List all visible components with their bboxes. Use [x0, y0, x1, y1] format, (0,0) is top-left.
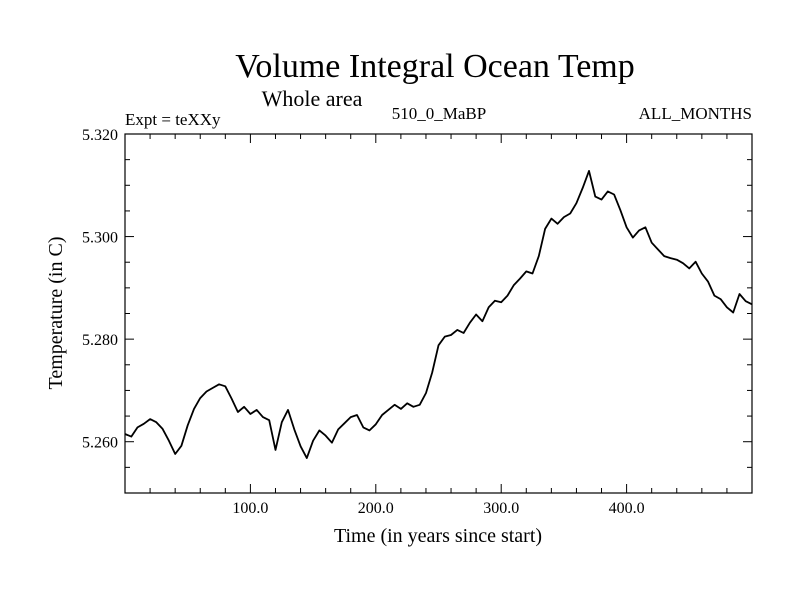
y-axis-label: Temperature (in C) [45, 237, 67, 390]
x-tick-label: 400.0 [609, 500, 645, 517]
chart-title: Volume Integral Ocean Temp [235, 48, 635, 85]
y-axis-tick-labels: 5.260 5.280 5.300 5.320 [82, 127, 118, 452]
plot-frame [124, 133, 753, 494]
months-label: ALL_MONTHS [639, 104, 752, 123]
y-tick-label: 5.320 [82, 127, 118, 144]
x-axis-label: Time (in years since start) [334, 525, 542, 547]
x-axis-tick-labels: 100.0 200.0 300.0 400.0 [232, 500, 644, 517]
y-axis-ticks [125, 159, 752, 468]
x-tick-label: 100.0 [232, 500, 268, 517]
x-axis-ticks [149, 134, 728, 493]
experiment-label: Expt = teXXy [125, 110, 221, 129]
series-line-ocean-temp [124, 170, 753, 459]
x-tick-label: 300.0 [483, 500, 519, 517]
y-tick-label: 5.280 [82, 332, 118, 349]
x-tick-label: 200.0 [358, 500, 394, 517]
y-tick-label: 5.300 [82, 230, 118, 247]
y-tick-label: 5.260 [82, 435, 118, 452]
chart-subtitle: Whole area [262, 86, 363, 111]
period-label: 510_0_MaBP [392, 104, 486, 123]
